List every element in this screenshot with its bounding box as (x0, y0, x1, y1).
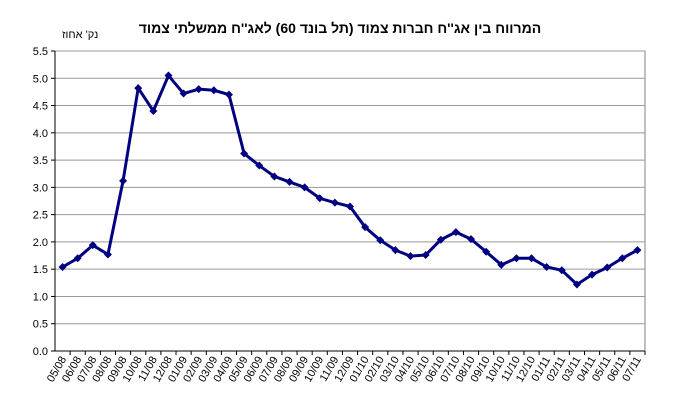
marker (406, 252, 415, 261)
y-tick-label: 2.5 (33, 210, 48, 222)
y-tick-label: 0.0 (33, 346, 48, 358)
marker (73, 254, 82, 263)
y-tick-label: 3.5 (33, 155, 48, 167)
y-tick-label: 4.5 (33, 101, 48, 113)
marker (527, 254, 536, 263)
marker (119, 176, 128, 185)
marker (103, 250, 112, 259)
marker (194, 85, 203, 94)
marker (572, 280, 581, 289)
marker (588, 270, 597, 279)
marker (179, 89, 188, 98)
marker (285, 177, 294, 186)
y-tick-label: 5.0 (33, 73, 48, 85)
y-tick-label: 5.5 (33, 46, 48, 58)
marker (58, 263, 67, 271)
y-tick-label: 3.0 (33, 182, 48, 194)
y-tick-label: 1.0 (33, 291, 48, 303)
marker (497, 260, 506, 269)
marker (436, 235, 445, 244)
marker (542, 263, 551, 271)
marker (451, 228, 460, 237)
marker (482, 247, 491, 256)
marker (224, 90, 233, 99)
marker (88, 241, 97, 250)
plot-area (54, 50, 646, 352)
marker (391, 246, 400, 255)
marker (240, 149, 249, 158)
marker (330, 198, 339, 207)
marker (209, 86, 218, 95)
y-axis-label: נק' אחוז (62, 29, 98, 41)
marker (164, 71, 173, 80)
marker (376, 236, 385, 245)
y-tick-label: 1.5 (33, 264, 48, 276)
marker (603, 263, 612, 272)
marker (270, 172, 279, 181)
marker (134, 84, 143, 93)
marker (512, 254, 521, 263)
marker (300, 183, 309, 192)
marker (255, 161, 264, 170)
marker (557, 266, 566, 275)
marker (633, 246, 642, 255)
marker (149, 107, 158, 115)
marker (346, 202, 354, 211)
chart-title: המרווח בין אג''ח חברות צמוד (תל בונד 60)… (139, 20, 541, 36)
marker (467, 235, 476, 244)
y-tick-label: 0.5 (33, 319, 48, 331)
marker (421, 251, 430, 259)
marker (618, 254, 627, 263)
marker (361, 223, 370, 232)
y-tick-label: 2.0 (33, 237, 48, 249)
y-tick-label: 4.0 (33, 128, 48, 140)
marker (315, 194, 324, 203)
